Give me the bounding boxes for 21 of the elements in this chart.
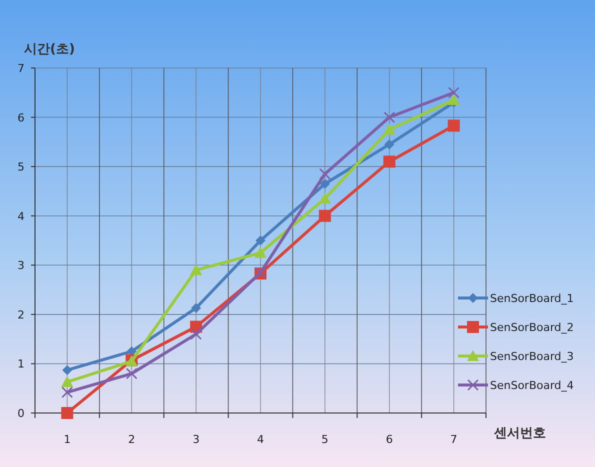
y-tick-label: 3	[18, 259, 24, 272]
x-axis-title: 센서번호	[494, 426, 546, 441]
y-tick-label: 2	[18, 308, 24, 322]
legend-label: SenSorBoard_3	[490, 350, 574, 363]
y-tick-label: 7	[18, 62, 24, 75]
y-tick-label: 0	[18, 407, 24, 420]
legend-label: SenSorBoard_2	[490, 321, 574, 334]
y-tick-label: 1	[18, 358, 24, 371]
y-tick-label: 5	[18, 160, 24, 174]
y-axis-title: 시간(초)	[24, 42, 75, 57]
x-tick-label: 1	[64, 433, 71, 446]
x-tick-label: 2	[128, 433, 136, 446]
legend-label: SenSorBoard_4	[490, 379, 574, 392]
x-tick-label: 4	[257, 433, 264, 446]
legend-label: SenSorBoard_1	[490, 292, 574, 305]
x-tick-label: 3	[192, 433, 200, 446]
x-tick-label: 5	[321, 433, 328, 446]
x-tick-label: 6	[386, 433, 393, 446]
y-tick-label: 6	[18, 111, 24, 124]
y-tick-label: 4	[18, 210, 24, 223]
x-tick-label: 7	[450, 433, 458, 446]
